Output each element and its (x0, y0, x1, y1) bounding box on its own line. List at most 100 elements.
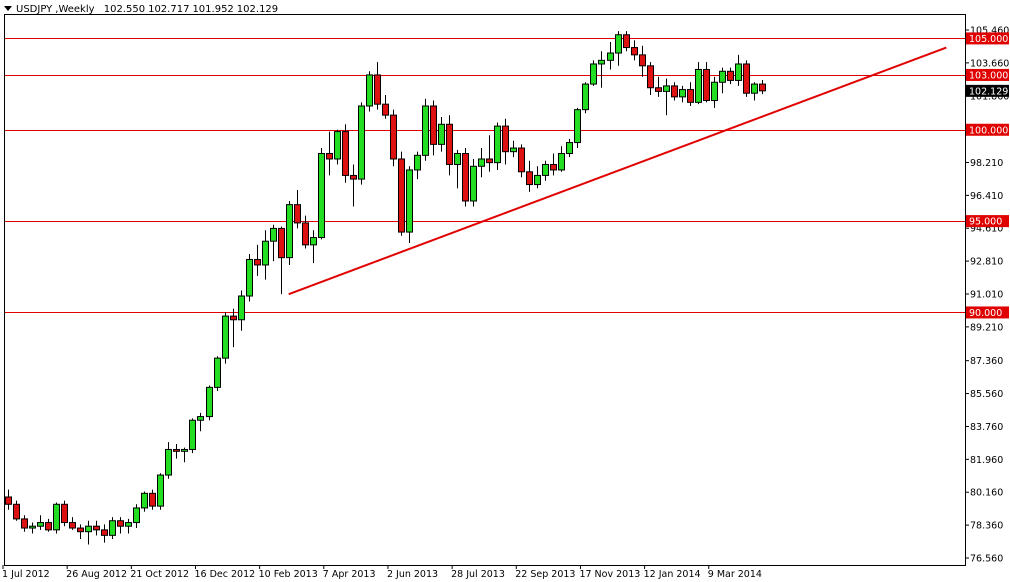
y-tick-label: 91.010 (970, 290, 1003, 301)
candle (141, 491, 148, 512)
candle (117, 517, 124, 534)
candle (270, 224, 277, 262)
candle (390, 109, 397, 167)
candle-body (358, 105, 365, 180)
candle (85, 520, 92, 545)
y-tick-label: 81.960 (970, 455, 1003, 466)
candle (173, 443, 180, 459)
plot-frame (4, 14, 966, 566)
candle (5, 489, 12, 510)
candle (430, 100, 437, 156)
candle-body (430, 105, 437, 145)
y-tick-label: 85.560 (970, 389, 1003, 400)
candle-body (238, 295, 245, 321)
candle-body (727, 70, 734, 81)
candle-body (647, 65, 654, 89)
candle (310, 230, 317, 264)
candle (687, 82, 694, 107)
candle-body (197, 416, 204, 421)
candle (326, 131, 333, 176)
candle (446, 115, 453, 176)
candle-body (181, 448, 188, 452)
candle (374, 62, 381, 110)
candle-body (639, 54, 646, 67)
candle (302, 215, 309, 249)
candle (679, 85, 686, 103)
candle (526, 160, 533, 192)
candle-body (607, 52, 614, 61)
candle-body (342, 131, 349, 176)
candle-body (270, 227, 277, 242)
candle-body (13, 503, 20, 520)
candle-body (582, 83, 589, 111)
price-badge (966, 123, 1009, 136)
candle-body (510, 147, 517, 153)
candle (214, 356, 221, 392)
candle (478, 148, 485, 178)
x-tick-label: 28 Jul 2013 (451, 569, 505, 580)
candle-body (671, 85, 678, 98)
candle-body (687, 89, 694, 103)
candle (550, 153, 557, 176)
candle-body (494, 125, 501, 164)
candle (358, 102, 365, 185)
candle-body (703, 68, 710, 102)
candle-body (414, 154, 421, 171)
candle-body (743, 63, 750, 94)
candle-body (278, 227, 285, 259)
price-badge (966, 306, 1009, 319)
candle (663, 78, 670, 116)
candle-body (711, 81, 718, 102)
candle (398, 151, 405, 236)
candle-body (53, 503, 60, 531)
candle-body (374, 74, 381, 105)
candle (254, 244, 261, 276)
dropdown-triangle-icon[interactable] (4, 6, 12, 11)
candle (671, 82, 678, 101)
candle-body (149, 492, 156, 507)
candle (655, 76, 662, 97)
timeframe-label: ,Weekly (55, 4, 95, 15)
candle-body (390, 114, 397, 160)
candle-body (655, 87, 662, 92)
candle-body (101, 529, 108, 536)
candle-body (5, 496, 12, 505)
y-tick-label: 87.360 (970, 356, 1003, 367)
candle (695, 62, 702, 105)
x-tick-label: 22 Sep 2013 (515, 569, 575, 580)
candle (438, 116, 445, 152)
candle-body (165, 448, 172, 476)
candle-body (550, 163, 557, 171)
y-tick-label: 98.210 (970, 158, 1003, 169)
candle-body (117, 520, 124, 527)
candle-body (246, 258, 253, 297)
candle-body (382, 103, 389, 116)
candle (382, 95, 389, 119)
candle-body (679, 89, 686, 98)
candle-body (398, 158, 405, 233)
candle-body (751, 83, 758, 94)
candle (189, 418, 196, 454)
chart-header: USDJPY ,Weekly 102.550 102.717 101.952 102.1… (4, 4, 281, 15)
candle-body (109, 520, 116, 536)
y-tick-label: 92.810 (970, 257, 1003, 268)
candle (615, 31, 622, 66)
candle-body (29, 525, 36, 529)
candle-body (406, 169, 413, 233)
candle (574, 107, 581, 149)
candle (53, 502, 60, 534)
candle-body (663, 85, 670, 92)
candle-body (366, 74, 373, 107)
price-badge-label: 102.129 (969, 86, 1008, 97)
candle-body (350, 174, 357, 180)
candle (590, 60, 597, 86)
candle (470, 158, 477, 207)
candle-body (454, 153, 461, 165)
candle-body (294, 204, 301, 224)
candle (61, 500, 68, 527)
candle (751, 82, 758, 101)
candle (45, 518, 52, 532)
candle-body (422, 105, 429, 156)
candle (607, 42, 614, 70)
